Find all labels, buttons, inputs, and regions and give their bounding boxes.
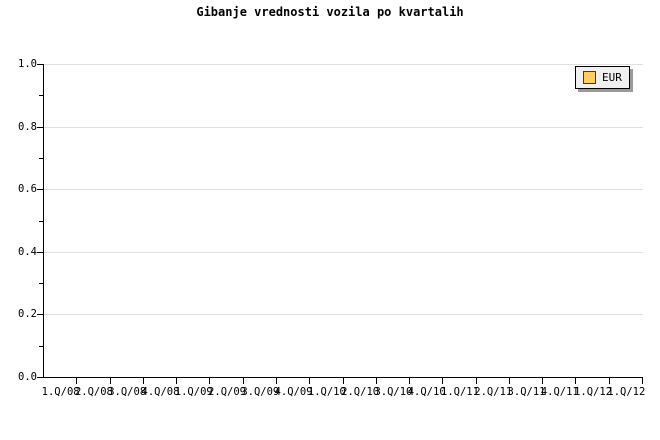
x-tick-mark [343, 377, 344, 384]
x-tick-mark [76, 377, 77, 384]
x-tick-mark [376, 377, 377, 384]
y-major-tick-mark [37, 64, 43, 65]
y-gridline [44, 189, 643, 190]
legend: EUR [575, 66, 630, 89]
x-axis-tick-label: 3.Q/11 [507, 386, 546, 398]
x-axis-tick-label: 2.Q/08 [74, 386, 113, 398]
y-axis-tick-label: 0.4 [18, 246, 37, 258]
x-axis-tick-label: 4.Q/09 [274, 386, 313, 398]
y-minor-tick-mark [39, 283, 43, 284]
y-minor-tick-mark [39, 158, 43, 159]
x-axis-tick-label: 1.Q/09 [174, 386, 213, 398]
y-axis-tick-label: 0.6 [18, 183, 37, 195]
x-tick-mark [209, 377, 210, 384]
x-tick-mark [476, 377, 477, 384]
x-axis-tick-label: 3.Q/09 [241, 386, 280, 398]
x-tick-mark [409, 377, 410, 384]
legend-label-eur: EUR [602, 71, 622, 84]
y-minor-tick-mark [39, 95, 43, 96]
x-tick-mark [243, 377, 244, 384]
plot-area: 0.0 0.2 0.4 0.6 0.8 1.0 1.Q/08 2.Q/08 3.Q/08 4.Q/… [18, 58, 645, 398]
y-axis-tick-label: 0.8 [18, 121, 37, 133]
y-gridline [44, 314, 643, 315]
x-axis-tick-label: 2.Q/11 [474, 386, 513, 398]
y-major-tick-mark [37, 377, 43, 378]
x-axis-tick-label: 2.Q/10 [341, 386, 380, 398]
x-tick-mark [642, 377, 643, 384]
y-major-tick-mark [37, 189, 43, 190]
y-major-tick-mark [37, 314, 43, 315]
y-major-tick-mark [37, 252, 43, 253]
x-tick-mark [143, 377, 144, 384]
y-axis-tick-label: 0.0 [18, 371, 37, 383]
x-tick-mark [575, 377, 576, 384]
x-tick-mark [309, 377, 310, 384]
x-tick-mark [609, 377, 610, 384]
x-axis-tick-label: 1.Q/12 [574, 386, 613, 398]
x-axis-tick-label: 3.Q/10 [374, 386, 413, 398]
x-tick-mark [509, 377, 510, 384]
chart-title: Gibanje vrednosti vozila po kvartalih [196, 5, 464, 19]
x-tick-mark [176, 377, 177, 384]
y-major-tick-mark [37, 127, 43, 128]
x-tick-mark [442, 377, 443, 384]
y-minor-tick-mark [39, 221, 43, 222]
x-axis-tick-label: 1.Q/08 [41, 386, 80, 398]
y-gridline [44, 252, 643, 253]
y-minor-tick-mark [39, 346, 43, 347]
x-tick-mark [110, 377, 111, 384]
x-axis-tick-label: 2.Q/09 [208, 386, 246, 398]
y-gridline [44, 64, 643, 65]
x-axis-tick-label: 1.Q/10 [307, 386, 346, 398]
x-axis-tick-label: 1.Q/11 [441, 386, 479, 398]
x-axis-tick-label: 3.Q/08 [108, 386, 147, 398]
x-tick-mark [276, 377, 277, 384]
x-axis-tick-label: 1.Q/12 [607, 386, 646, 398]
y-axis-tick-label: 0.2 [18, 308, 37, 320]
legend-swatch-icon [583, 71, 596, 84]
x-axis-tick-label: 4.Q/11 [540, 386, 579, 398]
x-axis-tick-label: 4.Q/10 [407, 386, 446, 398]
y-gridline [44, 127, 643, 128]
x-axis-tick-label: 4.Q/08 [141, 386, 180, 398]
x-tick-mark [542, 377, 543, 384]
y-axis-tick-label: 1.0 [18, 58, 37, 70]
